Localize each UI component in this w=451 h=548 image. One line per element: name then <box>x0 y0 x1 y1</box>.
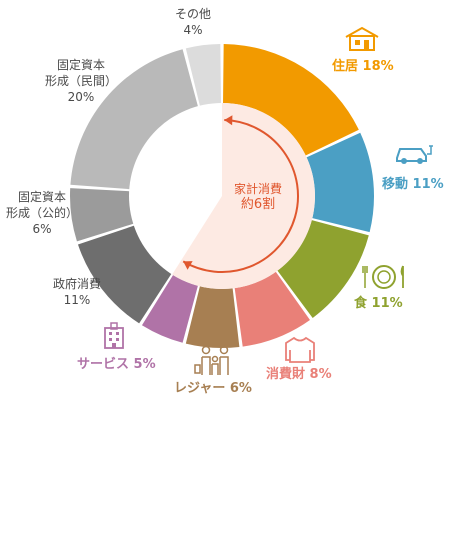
label-mobility: 移動 11% <box>382 177 444 193</box>
label-leisure: レジャー 6% <box>174 381 252 397</box>
label-other-pct: 4% <box>183 23 203 37</box>
label-food: 食 11% <box>354 296 403 312</box>
label-public-cap: 固定資本 形成（公的） 6% <box>5 189 79 237</box>
donut-slices <box>70 44 374 348</box>
slice-private_cap <box>70 49 199 190</box>
slice-consumer <box>234 271 310 347</box>
label-public-cap-name: 固定資本 形成（公的） <box>5 190 78 220</box>
label-private-cap-pct: 20% <box>67 90 95 104</box>
label-service-pct: 5% <box>133 357 156 372</box>
slice-gov <box>77 225 172 324</box>
label-gov-pct: 11% <box>63 293 91 307</box>
slice-housing <box>223 44 359 156</box>
house-icon <box>345 26 379 51</box>
label-consumer-pct: 8% <box>309 367 332 382</box>
label-other: その他 4% <box>163 6 223 38</box>
sweater-icon <box>285 336 315 363</box>
slice-leisure <box>185 285 240 348</box>
label-gov: 政府消費 11% <box>37 276 117 308</box>
building-icon <box>104 322 124 349</box>
label-food-name: 食 <box>354 296 368 311</box>
household-arc-arrow <box>182 119 299 273</box>
slice-other <box>185 44 221 107</box>
household-highlight <box>172 103 316 289</box>
label-service: サービス 5% <box>77 357 156 373</box>
label-service-name: サービス <box>77 357 130 372</box>
label-public-cap-pct: 6% <box>32 222 52 236</box>
label-other-name: その他 <box>174 7 211 21</box>
label-gov-name: 政府消費 <box>52 277 101 291</box>
label-housing-name: 住居 <box>332 59 359 74</box>
label-consumer: 消費財 8% <box>266 367 332 383</box>
center-label-line2: 約6割 <box>240 197 276 212</box>
slice-public_cap <box>70 188 135 242</box>
label-leisure-name: レジャー <box>174 381 226 396</box>
arrowhead-top <box>224 115 233 126</box>
label-mobility-name: 移動 <box>382 177 409 192</box>
center-label: 家計消費 約6割 <box>226 181 290 213</box>
plate-fork-knife-icon <box>362 265 404 289</box>
label-housing-pct: 18% <box>362 59 394 74</box>
center-label-line1: 家計消費 <box>233 182 282 196</box>
slice-food <box>276 219 369 318</box>
arrowhead-bottom <box>183 261 193 270</box>
label-leisure-pct: 6% <box>229 381 252 396</box>
slice-mobility <box>305 132 374 233</box>
label-private-cap: 固定資本 形成（民間） 20% <box>41 57 121 105</box>
label-housing: 住居 18% <box>332 59 394 75</box>
label-food-pct: 11% <box>371 296 403 311</box>
family-icon <box>194 345 229 375</box>
label-mobility-pct: 11% <box>412 177 444 192</box>
label-private-cap-name: 固定資本 形成（民間） <box>44 58 117 88</box>
car-icon <box>396 145 433 164</box>
label-consumer-name: 消費財 <box>266 367 306 382</box>
slice-service <box>141 274 199 343</box>
